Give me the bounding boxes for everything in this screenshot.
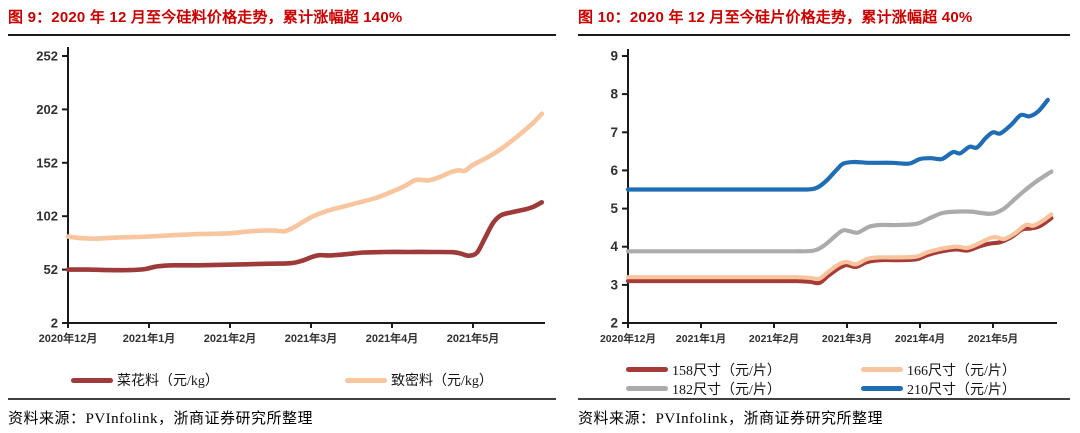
x-tick-label: 2021年1月 [123, 331, 176, 345]
y-tick-label: 3 [610, 277, 618, 292]
x-tick-label: 2021年1月 [676, 332, 726, 345]
y-tick-label: 2 [51, 316, 58, 331]
legend-line-swatch [71, 377, 114, 383]
legend-line-swatch [345, 377, 388, 383]
y-tick-label: 6 [610, 163, 618, 178]
legend-item: 致密料（元/kg） [345, 370, 493, 390]
y-tick-label: 7 [610, 125, 618, 140]
series-line-182尺寸（元/片） [625, 169, 1054, 254]
y-tick-label: 2 [610, 316, 618, 331]
legend-line-swatch [861, 386, 903, 391]
legend-label: 166尺寸（元/片） [907, 363, 1016, 379]
legend-label: 致密料（元/kg） [391, 374, 493, 389]
x-tick-label: 2021年4月 [895, 332, 945, 345]
y-tick-label: 9 [610, 49, 618, 64]
legend-label: 210尺寸（元/片） [907, 382, 1016, 398]
legend-item: 210尺寸（元/片） [861, 379, 1070, 399]
y-tick-label: 4 [610, 239, 618, 254]
x-tick-label: 2021年2月 [204, 331, 257, 345]
y-tick-label: 52 [44, 262, 58, 277]
y-tick-label: 102 [36, 209, 58, 224]
series-line-菜花料（元/kg） [65, 200, 545, 273]
y-tick-label: 252 [36, 49, 58, 64]
figure-9-source: 资料来源：PVInfolink，浙商证券研究所整理 [8, 411, 314, 427]
figure-9-silicon-material: 图 9：2020 年 12 月至今硅料价格走势，累计涨幅超 140% 2 52 10… [8, 5, 556, 428]
figure-9-title: 图 9：2020 年 12 月至今硅料价格走势，累计涨幅超 140% [8, 9, 403, 26]
x-tick-label: 2021年5月 [968, 332, 1018, 345]
silicon-wafer-price-line-chart: 2 3 4 5 6 7 8 9 2020年12月 2021年1月 2021年2月 2021年3月 202… [600, 49, 1057, 345]
series-line-致密料（元/kg） [65, 111, 545, 241]
x-tick-label: 2021年3月 [285, 331, 338, 345]
figure-10-legend: 158尺寸（元/片） 166尺寸（元/片） 182尺寸（元/片） 210尺寸（元/片） [578, 358, 1070, 399]
y-tick-label: 202 [36, 102, 58, 117]
x-tick-label: 2021年5月 [447, 331, 500, 345]
legend-item: 182尺寸（元/片） [626, 379, 861, 399]
legend-line-swatch [626, 386, 668, 391]
figure-10-title-rule [578, 34, 1070, 36]
series-line-166尺寸（元/片） [625, 212, 1054, 282]
figure-10-silicon-wafer: 图 10：2020 年 12 月至今硅片价格走势，累计涨幅超 40% 2 3 4 5 6… [578, 5, 1070, 428]
legend-line-swatch [626, 367, 668, 372]
x-tick-label: 2020年12月 [39, 331, 98, 345]
y-tick-label: 152 [36, 155, 58, 170]
legend-label: 158尺寸（元/片） [672, 363, 781, 379]
legend-item: 166尺寸（元/片） [861, 360, 1070, 380]
axis-frame [67, 47, 545, 324]
x-tick-label: 2021年4月 [366, 331, 419, 345]
legend-line-swatch [861, 367, 903, 372]
figure-9-title-rule [8, 34, 556, 36]
figure-9-legend: 菜花料（元/kg） 致密料（元/kg） [8, 358, 556, 396]
x-tick-label: 2021年3月 [822, 332, 872, 345]
figure-10-title: 图 10：2020 年 12 月至今硅片价格走势，累计涨幅超 40% [578, 9, 973, 26]
x-tick-label: 2021年2月 [749, 332, 799, 345]
legend-item: 菜花料（元/kg） [71, 370, 219, 390]
y-tick-label: 5 [610, 201, 618, 216]
x-tick-label: 2020年12月 [600, 332, 656, 345]
legend-label: 182尺寸（元/片） [672, 382, 781, 398]
figure-9-source-rule: 资料来源：PVInfolink，浙商证券研究所整理 [8, 398, 556, 428]
series-line-210尺寸（元/片） [625, 97, 1050, 192]
y-tick-label: 8 [610, 87, 618, 102]
figure-10-source-rule: 资料来源：PVInfolink，浙商证券研究所整理 [578, 398, 1070, 428]
legend-item: 158尺寸（元/片） [626, 360, 861, 380]
legend-label: 菜花料（元/kg） [117, 374, 219, 389]
figure-10-source: 资料来源：PVInfolink，浙商证券研究所整理 [578, 411, 884, 427]
